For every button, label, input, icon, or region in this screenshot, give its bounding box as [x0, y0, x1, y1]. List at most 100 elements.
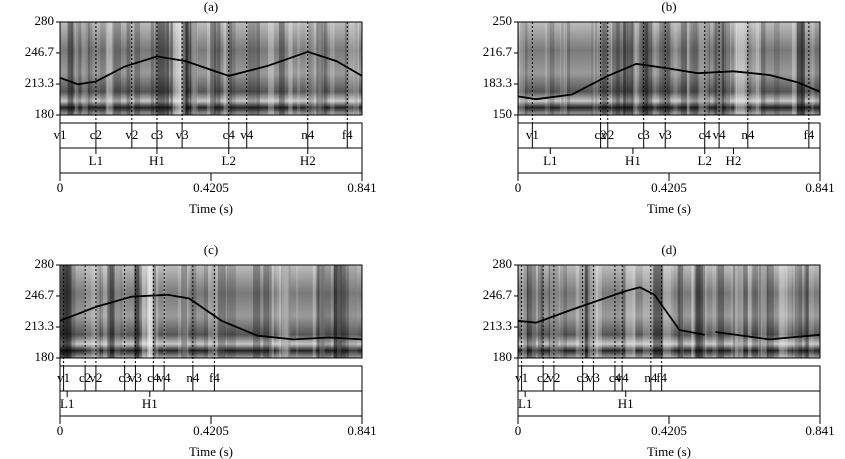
x-axis-label: Time (s)	[189, 444, 233, 459]
spectrogram-texture	[108, 265, 111, 358]
spectrogram-texture	[316, 265, 325, 358]
y-tick-label: 180	[35, 349, 55, 364]
spectrogram-texture	[268, 22, 275, 115]
x-tick-label: 0.841	[347, 180, 376, 195]
tier-1-label: c2	[79, 370, 91, 385]
spectrogram-texture	[575, 265, 586, 358]
spectrogram-texture	[210, 22, 221, 115]
spectrogram-texture	[714, 22, 724, 115]
y-tick-label: 180	[493, 349, 513, 364]
spectrogram-texture	[779, 265, 785, 358]
tier-1-label: v3	[176, 127, 189, 142]
spectrogram-texture	[134, 22, 141, 115]
tier-1-label: v2	[125, 127, 138, 142]
tier-1-label: c3	[576, 370, 588, 385]
tier-1-label: v4	[240, 127, 254, 142]
spectrogram-texture	[547, 22, 555, 115]
spectrogram-texture	[622, 265, 627, 358]
tier-1-label: c4	[609, 370, 622, 385]
tier-1-label: f4	[803, 127, 814, 142]
spectrogram-texture	[751, 22, 762, 115]
spectrogram-texture	[352, 22, 360, 115]
spectrogram-texture	[84, 265, 95, 358]
spectrogram-texture	[339, 265, 349, 358]
tier-1-label: v2	[601, 127, 614, 142]
spectrogram-texture	[223, 22, 229, 115]
x-tick-label: 0.841	[805, 423, 834, 438]
y-tick-label: 280	[35, 13, 55, 28]
spectrogram-texture	[740, 265, 743, 358]
spectrogram-texture	[564, 22, 571, 115]
spectrogram-texture	[226, 265, 236, 358]
spectrogram-texture	[203, 265, 208, 358]
spectrogram-texture	[796, 22, 804, 115]
spectrogram-texture	[181, 22, 189, 115]
spectrogram-texture	[152, 265, 156, 358]
tier-2-label: H1	[142, 396, 158, 411]
tier-2	[517, 147, 821, 174]
spectrogram-texture	[631, 22, 639, 115]
spectrogram-texture	[698, 22, 707, 115]
spectrogram-texture	[126, 22, 131, 115]
spectrogram-texture	[330, 22, 335, 115]
spectrogram-texture	[634, 22, 642, 115]
panel-title: (a)	[204, 0, 218, 14]
spectrogram-texture	[333, 265, 339, 358]
tier-1-label: v3	[587, 370, 600, 385]
y-tick-label: 246.7	[25, 44, 55, 59]
spectrogram-texture	[354, 22, 358, 115]
y-tick-label: 250	[493, 13, 513, 28]
spectrogram-texture	[584, 265, 591, 358]
spectrogram-texture	[82, 22, 90, 115]
spectrogram-texture	[692, 22, 697, 115]
spectrogram-texture	[716, 22, 723, 115]
spectrogram-texture	[253, 265, 261, 358]
spectrogram-texture	[75, 22, 82, 115]
spectrogram-texture	[730, 265, 739, 358]
tier-2-label: H2	[300, 153, 316, 168]
spectrogram-texture	[755, 22, 760, 115]
spectrogram-texture	[182, 22, 189, 115]
spectrogram-texture	[742, 265, 747, 358]
spectrogram-texture	[311, 22, 322, 115]
tier-2-label: H2	[726, 153, 742, 168]
panel-title: (b)	[661, 0, 676, 14]
y-tick-label: 150	[493, 106, 513, 121]
spectrogram-texture	[181, 265, 188, 358]
spectrogram-texture	[523, 265, 529, 358]
spectrogram-texture	[645, 22, 653, 115]
spectrogram-texture	[218, 265, 225, 358]
spectrogram-texture	[669, 265, 674, 358]
spectrogram-texture	[735, 265, 744, 358]
spectrogram-texture	[71, 22, 75, 115]
spectrogram-texture	[278, 22, 285, 115]
spectrogram-texture	[691, 265, 694, 358]
spectrogram-texture	[68, 22, 73, 115]
spectrogram-texture	[319, 265, 325, 358]
spectrogram-texture	[696, 22, 706, 115]
spectrogram-texture	[288, 22, 293, 115]
spectrogram-texture	[177, 22, 182, 115]
spectrogram-texture	[107, 265, 115, 358]
spectrogram-texture	[178, 265, 188, 358]
spectrogram-texture	[284, 265, 291, 358]
spectrogram-texture	[192, 22, 196, 115]
x-tick-label: 0.4205	[193, 180, 229, 195]
spectrogram-texture	[713, 22, 720, 115]
spectrogram-texture	[602, 22, 608, 115]
spectrogram-texture	[163, 265, 166, 358]
tier-1-label: f4	[342, 127, 353, 142]
spectrogram-texture	[680, 22, 687, 115]
spectrogram-texture	[184, 22, 191, 115]
tier-1-label: c2	[537, 370, 549, 385]
spectrogram-texture	[337, 265, 342, 358]
spectrogram-texture	[323, 22, 327, 115]
spectrogram-texture	[226, 22, 236, 115]
spectrogram-texture	[712, 265, 719, 358]
spectrogram-texture	[586, 265, 592, 358]
spectrogram-texture	[778, 265, 788, 358]
spectrogram-texture	[141, 265, 151, 358]
spectrogram-texture	[561, 22, 564, 115]
spectrogram-texture	[147, 265, 155, 358]
spectrogram-texture	[106, 22, 114, 115]
